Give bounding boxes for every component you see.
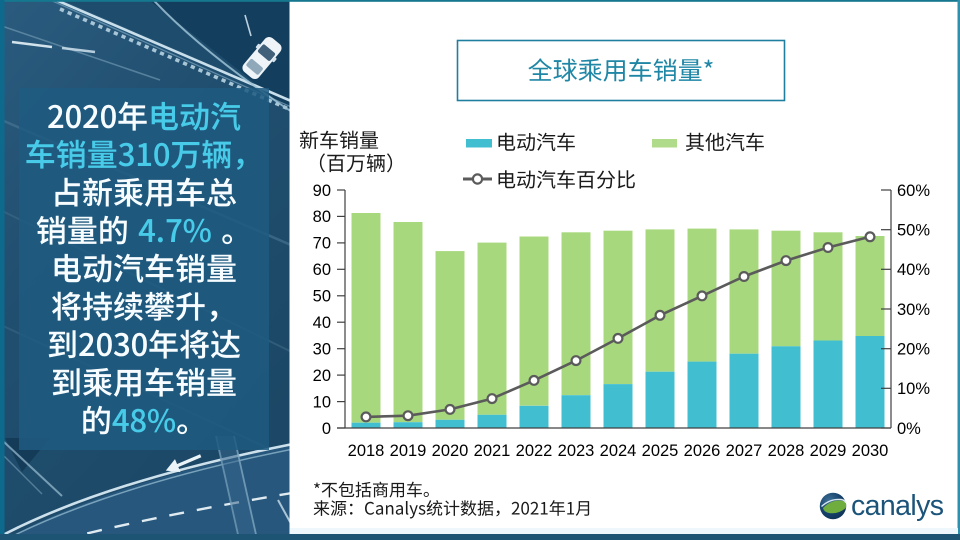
svg-text:2024: 2024 [600,442,637,460]
svg-text:40: 40 [313,314,331,332]
svg-text:0: 0 [322,420,331,438]
svg-text:90: 90 [313,182,331,200]
svg-text:30%: 30% [897,301,930,319]
svg-text:20: 20 [313,367,331,385]
svg-text:10: 10 [313,393,331,411]
svg-text:2019: 2019 [390,442,427,460]
svg-text:60%: 60% [897,182,930,200]
svg-text:2028: 2028 [768,442,805,460]
svg-text:2018: 2018 [348,442,385,460]
svg-text:30: 30 [313,341,331,359]
svg-text:50%: 50% [897,222,930,240]
svg-text:2026: 2026 [684,442,721,460]
svg-text:2027: 2027 [726,442,763,460]
svg-text:70: 70 [313,235,331,253]
svg-text:50: 50 [313,288,331,306]
svg-text:canalys: canalys [851,490,944,522]
svg-text:2025: 2025 [642,442,679,460]
svg-text:20%: 20% [897,341,930,359]
svg-text:60: 60 [313,261,331,279]
svg-text:2030: 2030 [852,442,889,460]
svg-text:2022: 2022 [516,442,553,460]
svg-text:2023: 2023 [558,442,595,460]
svg-text:10%: 10% [897,380,930,398]
svg-text:0%: 0% [897,420,921,438]
svg-text:2020: 2020 [432,442,469,460]
svg-text:2029: 2029 [810,442,847,460]
svg-text:80: 80 [313,208,331,226]
svg-text:2021: 2021 [474,442,511,460]
svg-text:40%: 40% [897,261,930,279]
